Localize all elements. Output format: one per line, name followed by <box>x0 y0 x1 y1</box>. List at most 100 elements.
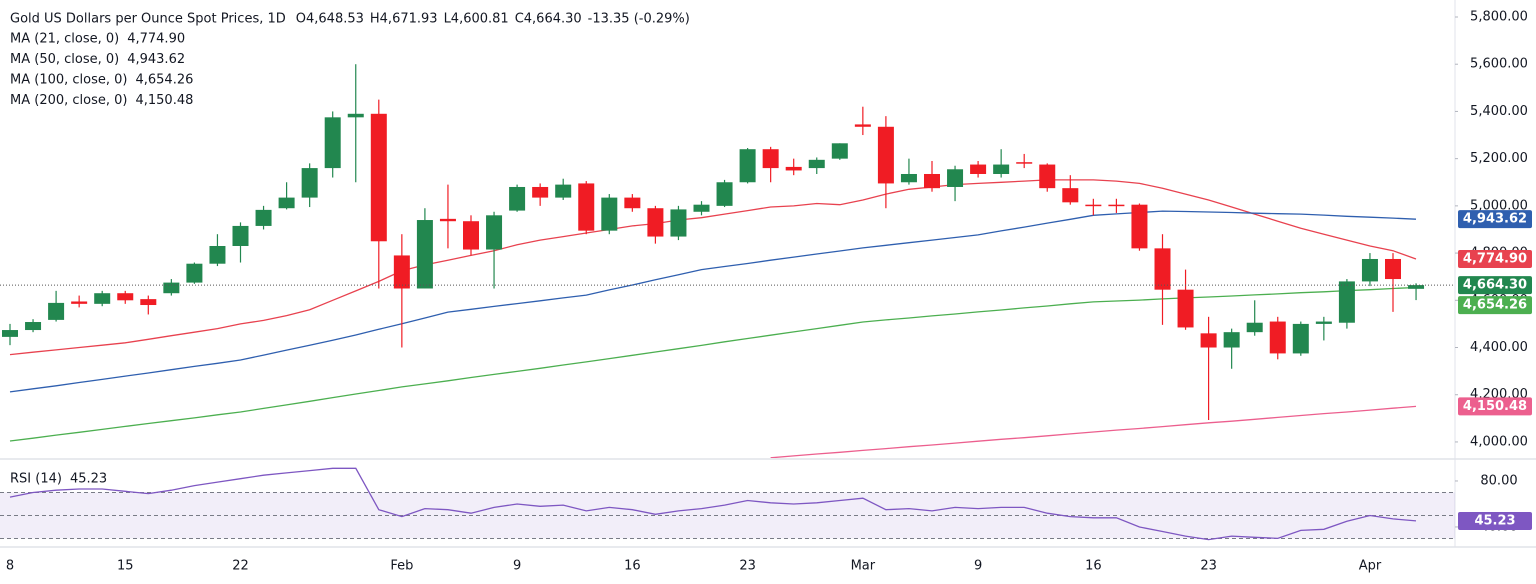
price-badge <box>1458 276 1532 295</box>
candle-body <box>439 218 456 222</box>
legend-value: 4,150.48 <box>135 93 193 108</box>
candle-body <box>1039 164 1056 189</box>
legend-value: 4,943.62 <box>127 52 185 67</box>
candle-body <box>232 225 249 246</box>
x-tick-label: 16 <box>624 559 641 574</box>
candle-body <box>670 209 687 237</box>
legend-name: MA (100, close, 0) <box>10 73 127 88</box>
candle-body <box>1177 289 1194 328</box>
candle-body <box>1108 204 1125 207</box>
candle-body <box>1131 204 1148 249</box>
ohlc-label: -13.35 (-0.29%) <box>588 12 690 27</box>
ohlc-label: H4,671.93 <box>370 12 438 27</box>
candle-body <box>486 215 503 250</box>
candle-body <box>94 293 111 304</box>
candle-body <box>209 245 226 264</box>
y-tick-label: 5,000.00 <box>1470 198 1528 213</box>
candle-body <box>854 124 871 127</box>
candle-body <box>416 220 433 289</box>
candle-body <box>555 184 572 198</box>
candle-body <box>947 169 964 187</box>
candle-body <box>463 221 479 250</box>
y-tick-label: 4,000.00 <box>1470 434 1528 449</box>
ohlc-label: C4,664.30 <box>515 12 582 27</box>
candle-body <box>1062 188 1079 203</box>
candle-body <box>370 113 387 242</box>
price-badge-label: 4,664.30 <box>1463 278 1527 293</box>
rsi-badge <box>1458 511 1532 530</box>
candle-body <box>1154 248 1171 290</box>
ohlc-label: O4,648.53 <box>296 12 364 27</box>
x-tick-label: Feb <box>390 559 413 574</box>
candle-body <box>393 255 410 289</box>
candle-body <box>186 263 203 283</box>
candle-body <box>762 149 779 169</box>
candle-body <box>716 182 733 206</box>
x-tick-label: 16 <box>1085 559 1102 574</box>
candle-body <box>324 117 341 169</box>
candle-body <box>1085 204 1102 207</box>
candle-body <box>900 173 917 183</box>
candle-body <box>1315 321 1332 324</box>
candle-body <box>624 197 641 209</box>
ma-line <box>9 179 1417 356</box>
rsi-value: 45.23 <box>70 472 107 487</box>
candle-body <box>831 143 848 159</box>
candle-body <box>1408 285 1425 289</box>
price-badge <box>1458 250 1532 269</box>
candle-body <box>1016 162 1033 164</box>
rsi-name: RSI (14) <box>10 472 62 487</box>
x-tick-label: Apr <box>1359 559 1382 574</box>
chart-title: Gold US Dollars per Ounce Spot Prices, 1… <box>10 12 286 27</box>
price-badge-label: 4,150.48 <box>1463 399 1527 414</box>
candle-body <box>1361 258 1378 282</box>
candle-body <box>808 159 825 169</box>
x-tick-label: 23 <box>739 559 756 574</box>
candle-body <box>48 302 65 320</box>
ma-line <box>9 210 1417 393</box>
candle-body <box>601 197 618 231</box>
plot <box>2 64 1425 458</box>
ohlc-label: L4,600.81 <box>444 12 509 27</box>
x-tick-label: 23 <box>1200 559 1217 574</box>
candle-body <box>1246 322 1263 333</box>
rsi-badge-label: 45.23 <box>1474 513 1515 528</box>
candle-body <box>877 126 894 184</box>
legend-name: MA (21, close, 0) <box>10 32 119 47</box>
candle-body <box>970 164 987 174</box>
y-tick-label: 80.00 <box>1480 473 1517 488</box>
y-tick-label: 5,600.00 <box>1470 57 1528 72</box>
candle-body <box>140 299 157 306</box>
x-tick-label: 9 <box>974 559 982 574</box>
candle-body <box>647 208 664 237</box>
candle-body <box>1385 258 1401 280</box>
price-badge-label: 4,943.62 <box>1463 212 1527 227</box>
price-badge-label: 4,654.26 <box>1463 298 1527 313</box>
candle-body <box>1200 333 1217 348</box>
x-tick-label: Mar <box>851 559 876 574</box>
legend-name: MA (50, close, 0) <box>10 52 119 67</box>
price-badge-label: 4,774.90 <box>1463 252 1527 267</box>
legend-value: 4,774.90 <box>127 32 185 47</box>
legend-value: 4,654.26 <box>135 73 193 88</box>
candle-body <box>2 330 18 337</box>
y-tick-label: 5,200.00 <box>1470 151 1528 166</box>
rsi-line <box>9 467 1417 541</box>
x-tick-label: 8 <box>6 559 14 574</box>
candle-body <box>509 186 526 211</box>
candle-body <box>1223 332 1240 348</box>
candle-body <box>924 173 940 189</box>
candle-body <box>785 166 802 171</box>
candle-body <box>993 164 1010 174</box>
candle-body <box>1292 323 1309 354</box>
ma-line <box>9 286 1417 442</box>
candle-body <box>301 168 318 198</box>
candle-body <box>739 149 756 183</box>
y-tick-label: 5,400.00 <box>1470 104 1528 119</box>
candle-body <box>1338 281 1355 323</box>
candle-body <box>117 293 134 301</box>
y-tick-label: 5,800.00 <box>1470 9 1528 24</box>
y-tick-label: 4,400.00 <box>1470 340 1528 355</box>
candle-body <box>25 322 42 331</box>
